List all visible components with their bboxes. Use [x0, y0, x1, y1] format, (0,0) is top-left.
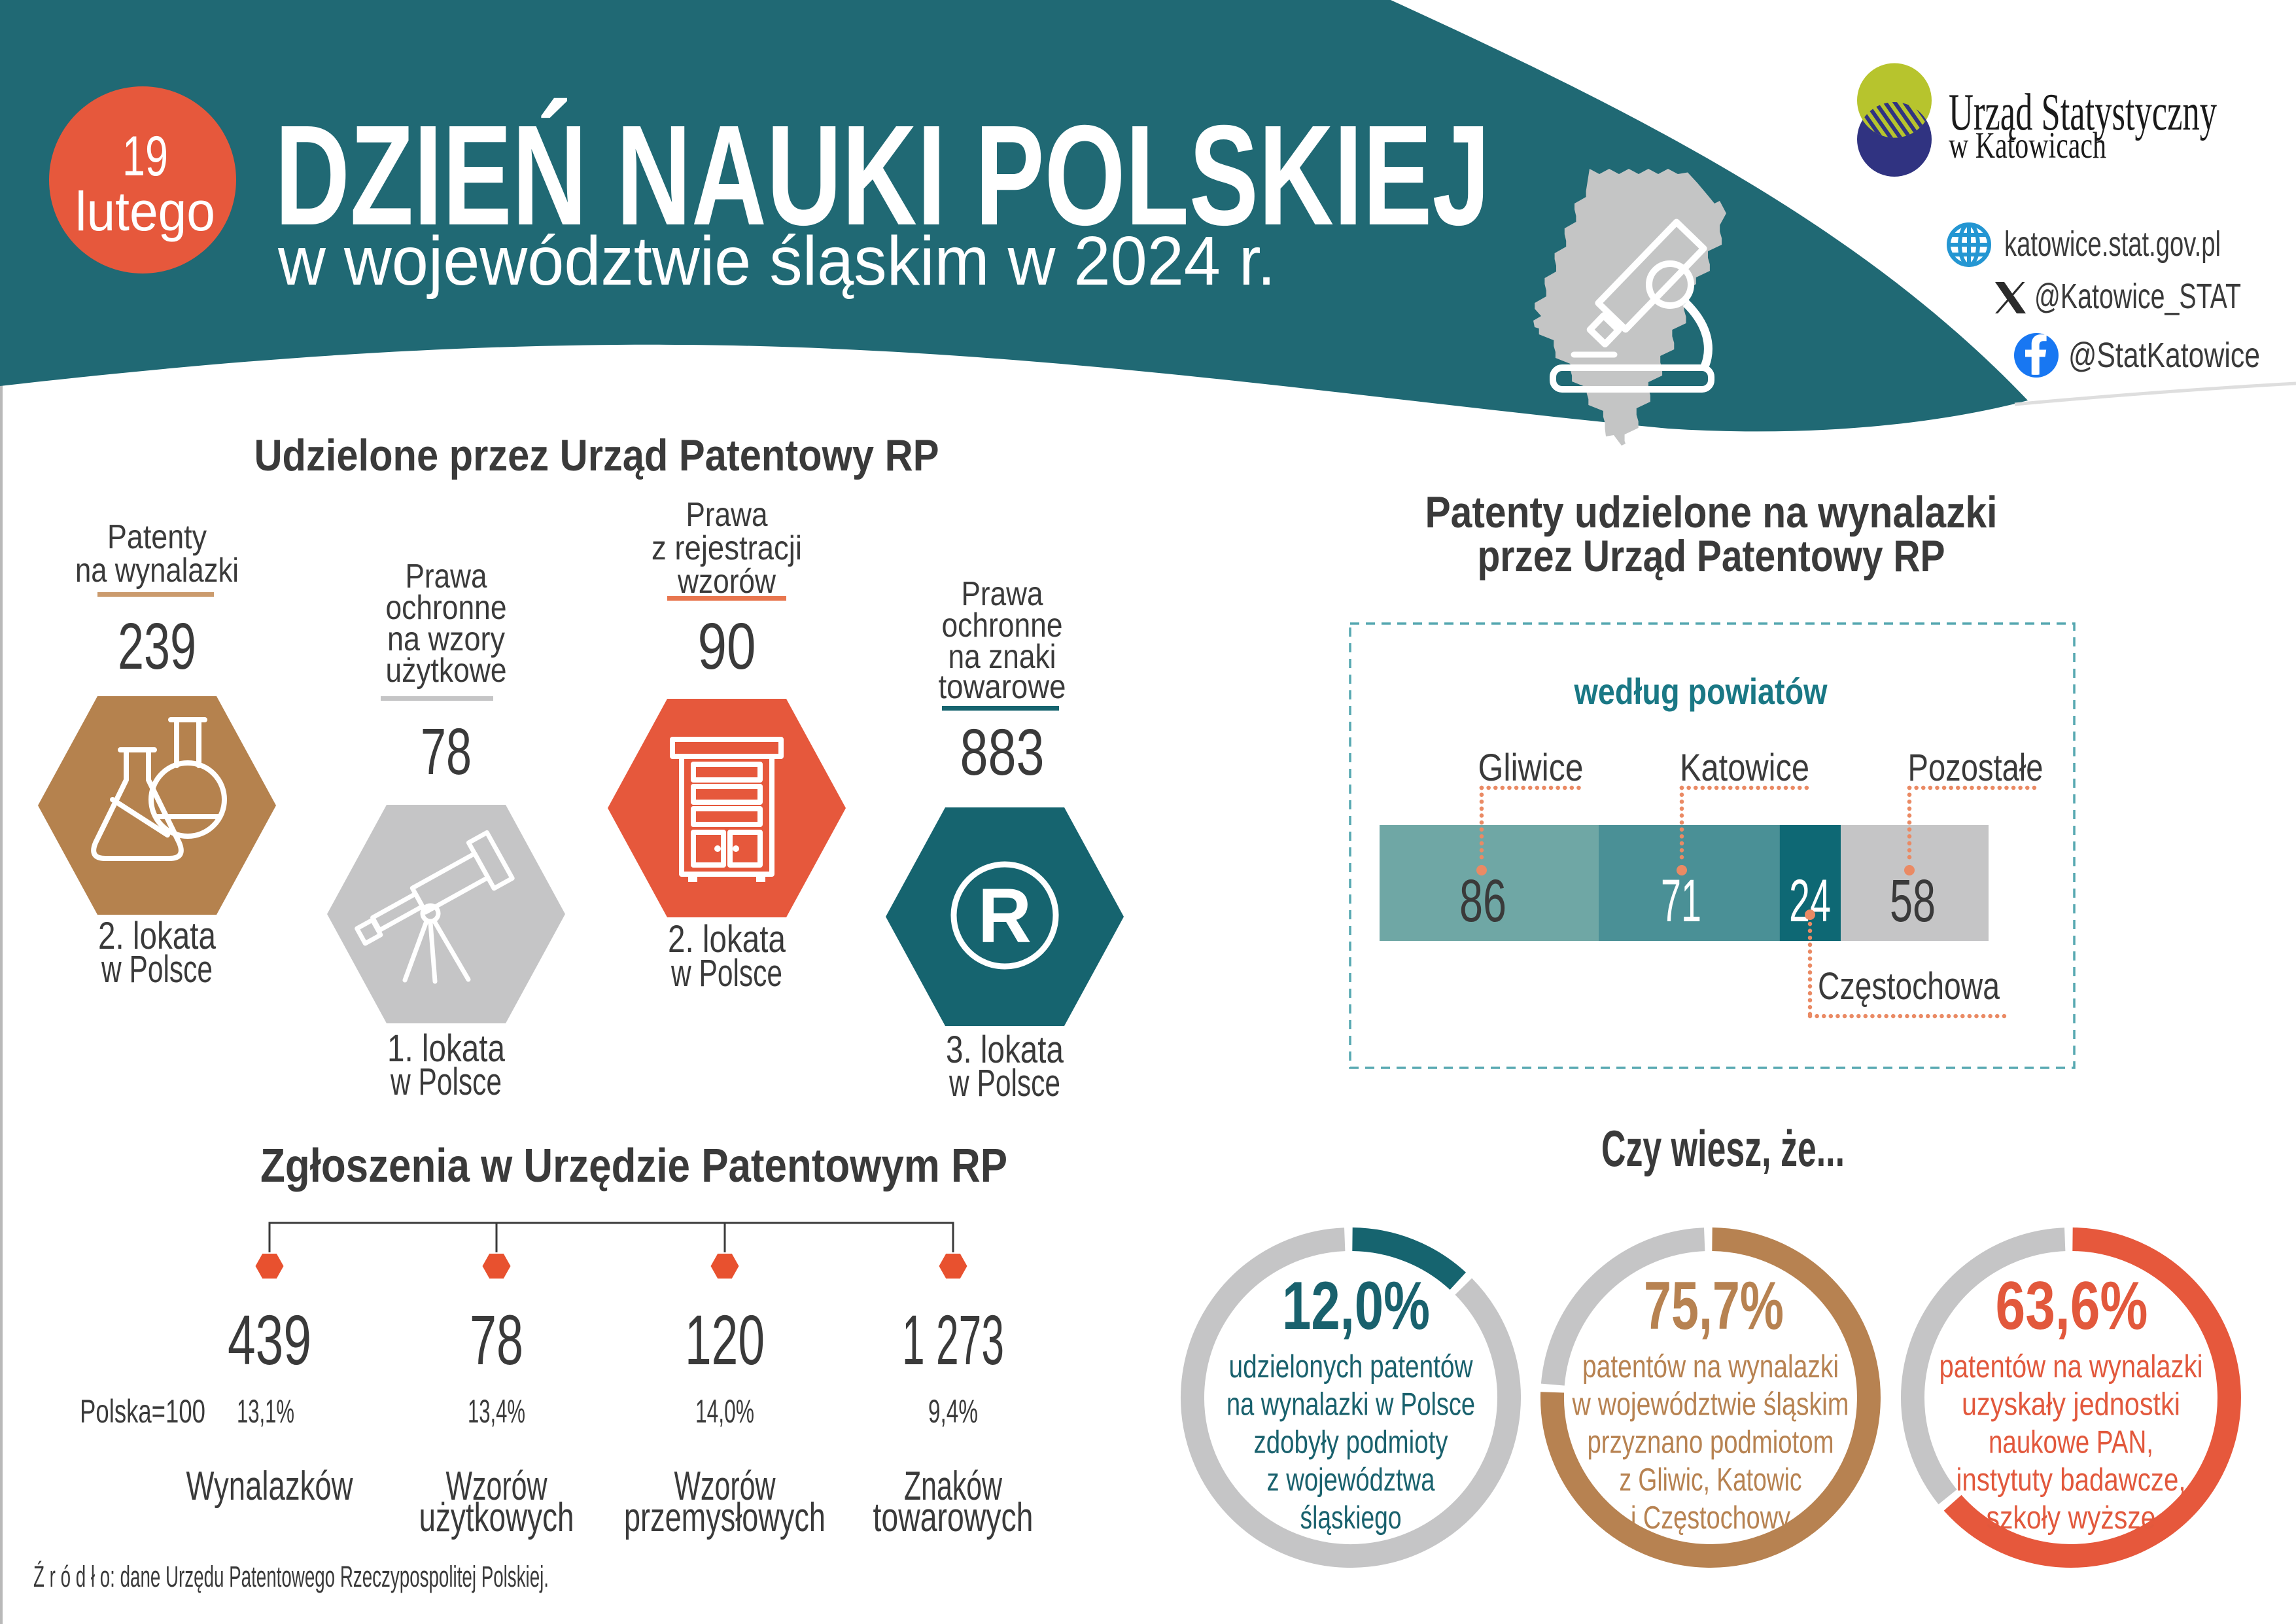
svg-text:towarowe: towarowe	[939, 668, 1066, 706]
svg-text:Udzielone przez Urząd Patentow: Udzielone przez Urząd Patentowy RP	[254, 431, 939, 480]
svg-text:14,0%: 14,0%	[695, 1393, 754, 1430]
svg-text:w województwie śląskim w 2024: w województwie śląskim w 2024 r.	[277, 222, 1276, 300]
svg-text:wzorów: wzorów	[677, 563, 776, 601]
svg-text:śląskiego: śląskiego	[1300, 1500, 1402, 1536]
svg-text:według powiatów: według powiatów	[1574, 671, 1828, 712]
svg-text:63,6%: 63,6%	[1996, 1268, 2148, 1344]
svg-text:na wynalazki w Polsce: na wynalazki w Polsce	[1226, 1387, 1475, 1422]
svg-text:ochronne: ochronne	[386, 589, 507, 627]
svg-text:12,0%: 12,0%	[1282, 1268, 1430, 1344]
svg-text:przyznano podmiotom: przyznano podmiotom	[1588, 1424, 1834, 1460]
svg-text:Wynalazków: Wynalazków	[186, 1464, 353, 1509]
svg-text:lutego: lutego	[75, 181, 215, 242]
svg-text:Wzorów: Wzorów	[446, 1464, 548, 1509]
svg-text:na wzory: na wzory	[387, 620, 505, 658]
svg-text:78: 78	[421, 715, 472, 788]
svg-text:w Polsce: w Polsce	[390, 1061, 502, 1103]
svg-text:@Katowice_STAT: @Katowice_STAT	[2034, 277, 2241, 316]
svg-text:udzielonych patentów: udzielonych patentów	[1229, 1349, 1473, 1385]
svg-text:DZIEŃ NAUKI POLSKIEJ: DZIEŃ NAUKI POLSKIEJ	[275, 96, 1490, 255]
svg-text:19: 19	[122, 125, 168, 188]
svg-text:2. lokata: 2. lokata	[668, 918, 786, 961]
svg-text:@StatKatowice: @StatKatowice	[2068, 336, 2260, 375]
svg-text:instytuty badawcze,: instytuty badawcze,	[1957, 1462, 2186, 1498]
svg-text:użytkowych: użytkowych	[419, 1495, 574, 1540]
svg-text:439: 439	[228, 1300, 311, 1379]
svg-text:z Gliwic, Katowic: z Gliwic, Katowic	[1620, 1462, 1802, 1498]
svg-text:przez Urząd Patentowy RP: przez Urząd Patentowy RP	[1478, 531, 1945, 581]
svg-text:120: 120	[685, 1300, 765, 1379]
svg-text:Katowice: Katowice	[1680, 747, 1809, 789]
svg-text:w Katowicach: w Katowicach	[1949, 125, 2106, 166]
svg-text:użytkowe: użytkowe	[386, 652, 507, 690]
svg-text:Prawa: Prawa	[406, 557, 487, 595]
svg-text:w województwie śląskim: w województwie śląskim	[1572, 1387, 1849, 1422]
svg-text:szkoły wyższe: szkoły wyższe	[1987, 1500, 2156, 1536]
svg-text:towarowych: towarowych	[873, 1495, 1034, 1540]
svg-text:patentów na wynalazki: patentów na wynalazki	[1582, 1349, 1839, 1385]
svg-text:Gliwice: Gliwice	[1478, 747, 1584, 789]
svg-text:71: 71	[1661, 868, 1701, 934]
svg-text:78: 78	[470, 1300, 523, 1379]
svg-text:ochronne: ochronne	[942, 607, 1063, 644]
svg-text:1 273: 1 273	[902, 1300, 1004, 1379]
svg-text:katowice.stat.gov.pl: katowice.stat.gov.pl	[2004, 224, 2221, 264]
svg-text:z województwa: z województwa	[1267, 1462, 1436, 1498]
svg-text:58: 58	[1890, 868, 1936, 934]
svg-text:86: 86	[1459, 868, 1506, 934]
svg-text:Częstochowa: Częstochowa	[1818, 965, 2000, 1008]
svg-text:zdobyły podmioty: zdobyły podmioty	[1254, 1424, 1448, 1460]
svg-text:w Polsce: w Polsce	[670, 952, 782, 995]
svg-text:Zgłoszenia w Urzędzie Patentow: Zgłoszenia w Urzędzie Patentowym RP	[260, 1140, 1007, 1192]
svg-text:Ź r ó d ł o: dane Urzędu Paten: Ź r ó d ł o: dane Urzędu Patentowego Rze…	[33, 1560, 549, 1593]
svg-text:3. lokata: 3. lokata	[946, 1029, 1064, 1071]
svg-text:na znaki: na znaki	[948, 638, 1056, 676]
svg-text:i Częstochowy: i Częstochowy	[1631, 1500, 1790, 1536]
svg-text:Patenty udzielone na wynalazki: Patenty udzielone na wynalazki	[1425, 487, 1998, 537]
svg-text:883: 883	[960, 716, 1045, 789]
svg-text:13,1%: 13,1%	[237, 1393, 294, 1430]
svg-text:R: R	[978, 873, 1032, 959]
svg-text:239: 239	[118, 610, 196, 683]
svg-text:uzyskały jednostki: uzyskały jednostki	[1962, 1387, 2180, 1422]
svg-text:90: 90	[698, 610, 756, 683]
svg-text:w Polsce: w Polsce	[948, 1062, 1060, 1104]
svg-text:9,4%: 9,4%	[928, 1393, 978, 1430]
svg-text:z rejestracji: z rejestracji	[652, 529, 802, 567]
svg-text:w Polsce: w Polsce	[101, 948, 213, 991]
svg-text:patentów na wynalazki: patentów na wynalazki	[1939, 1349, 2203, 1385]
svg-text:Czy wiesz, że...: Czy wiesz, że...	[1601, 1120, 1845, 1177]
svg-text:75,7%: 75,7%	[1644, 1268, 1784, 1344]
svg-text:Urząd Statystyczny: Urząd Statystyczny	[1949, 84, 2217, 141]
svg-text:2. lokata: 2. lokata	[98, 915, 217, 957]
svg-text:Pozostałe: Pozostałe	[1908, 747, 2044, 789]
svg-text:Patenty: Patenty	[107, 518, 207, 556]
svg-text:przemysłowych: przemysłowych	[624, 1495, 826, 1540]
svg-text:1. lokata: 1. lokata	[387, 1027, 506, 1070]
svg-text:Prawa: Prawa	[686, 496, 768, 534]
svg-text:13,4%: 13,4%	[468, 1393, 525, 1430]
svg-text:Wzorów: Wzorów	[674, 1464, 776, 1509]
svg-text:na wynalazki: na wynalazki	[75, 552, 239, 590]
svg-text:Polska=100: Polska=100	[80, 1393, 205, 1430]
svg-text:naukowe PAN,: naukowe PAN,	[1989, 1424, 2153, 1460]
svg-text:Prawa: Prawa	[962, 575, 1043, 613]
svg-text:Znaków: Znaków	[904, 1464, 1002, 1509]
